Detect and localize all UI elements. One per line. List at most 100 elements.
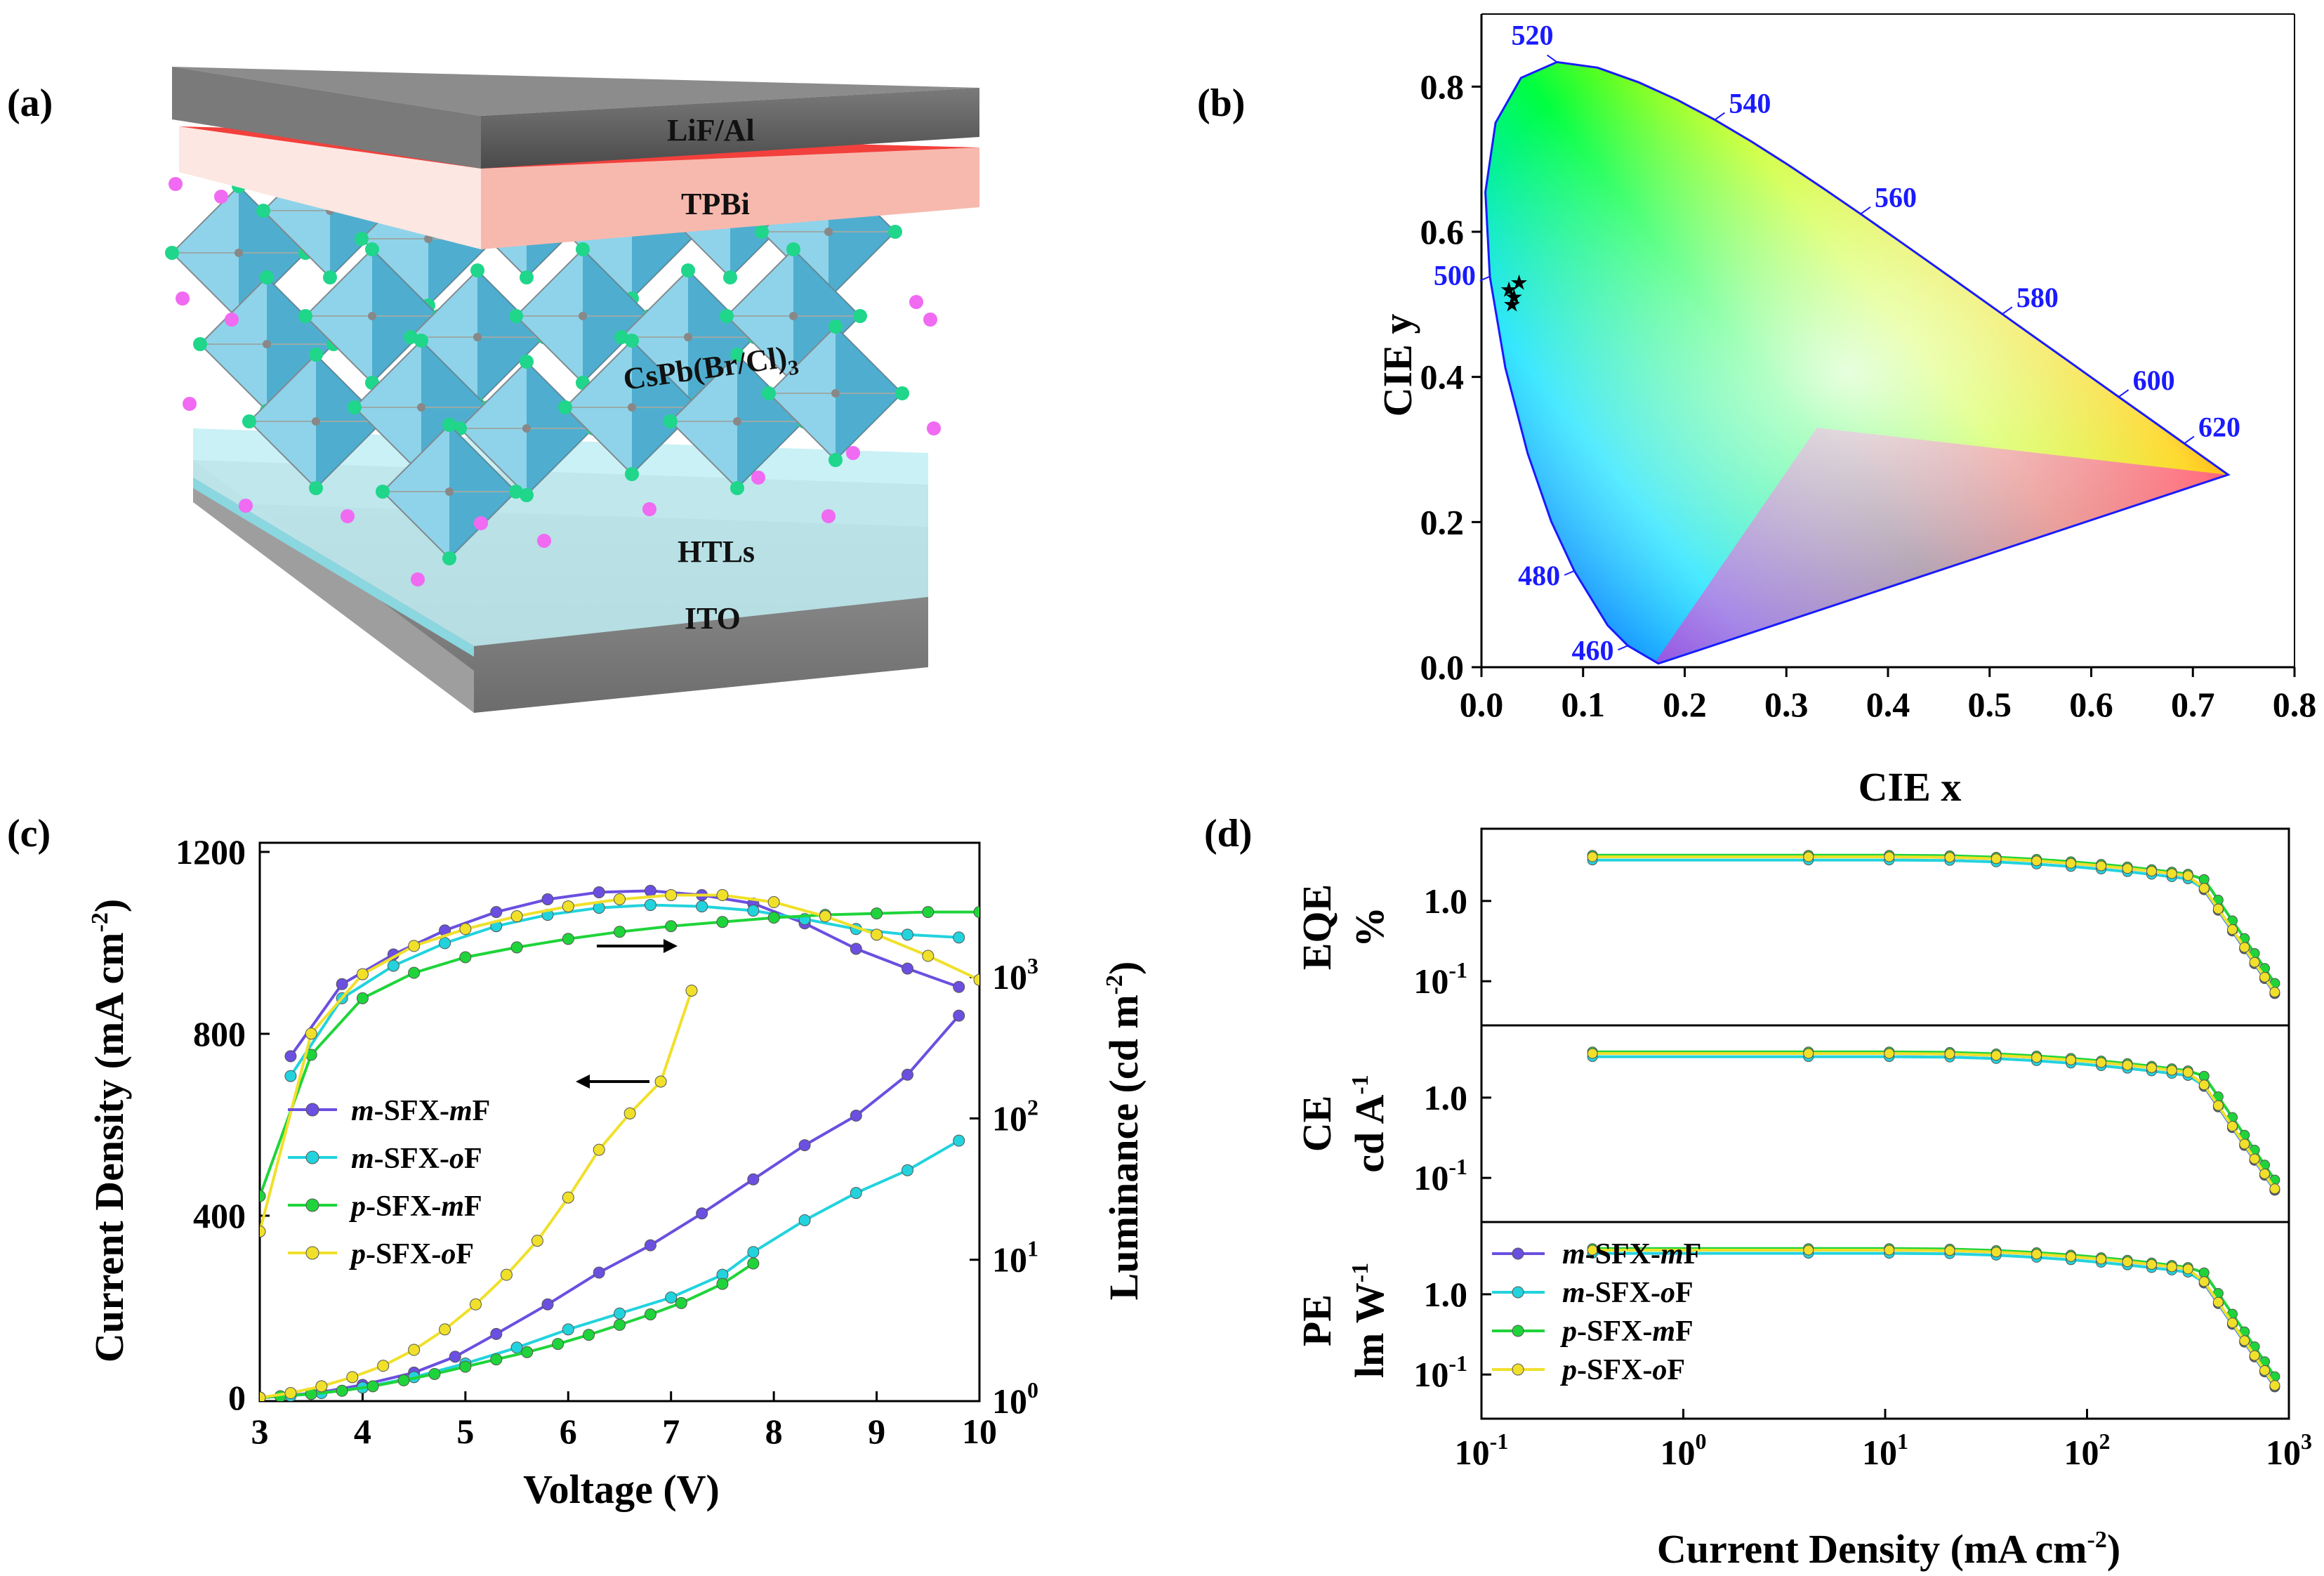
panel-a: (a) LiF/Al TPBi CsPb(Br/Cl)3 HTLs I <box>7 67 979 713</box>
d-point-1-3 <box>2269 1183 2280 1195</box>
halide-atom <box>853 309 867 323</box>
d-point-0-3 <box>2239 942 2250 953</box>
halide-atom <box>470 263 484 277</box>
cie-coordinate-point: ★ <box>1510 271 1529 294</box>
jv-point-2 <box>336 1384 348 1397</box>
jv-point-0 <box>541 1298 554 1311</box>
halide-atom <box>681 263 695 277</box>
wavelength-tick <box>1479 275 1491 282</box>
jv-point-2 <box>490 1353 503 1366</box>
cs-atom <box>183 397 197 411</box>
luminance-point-1 <box>284 1070 297 1082</box>
luminance-point-2 <box>973 906 979 919</box>
wavelength-label: 580 <box>2016 282 2059 313</box>
cie-x-tick-label: 0.3 <box>1764 685 1809 724</box>
luminance-point-3 <box>922 950 935 962</box>
jv-point-1 <box>798 1214 811 1226</box>
cs-atom <box>846 446 860 460</box>
jv-point-3 <box>562 1191 574 1204</box>
cie-white-glow <box>1485 62 2229 664</box>
d-point-2-3 <box>2166 1261 2177 1273</box>
luminance-point-3 <box>510 910 523 923</box>
c-left-axis-title: Current Density (mA cm-2) <box>86 899 132 1362</box>
jv-point-3 <box>439 1323 451 1336</box>
d-y-tick-label: 1.0 <box>1424 1275 1468 1314</box>
luminance-point-2 <box>716 916 729 928</box>
d-point-1-3 <box>2031 1052 2042 1063</box>
d-point-0-3 <box>2269 987 2280 998</box>
luminance-point-1 <box>644 899 656 912</box>
d-point-0-3 <box>1587 851 1598 862</box>
halide-atom <box>355 232 369 246</box>
halide-atom <box>786 242 800 256</box>
d-x-tick-label: 102 <box>2064 1429 2111 1472</box>
jv-point-1 <box>510 1341 523 1354</box>
pb-atom <box>831 389 840 398</box>
wavelength-tick <box>1546 54 1558 63</box>
jv-point-2 <box>552 1338 565 1351</box>
d-x-tick-label: 103 <box>2266 1429 2312 1472</box>
c-legend-marker <box>305 1246 319 1260</box>
jv-point-1 <box>562 1323 574 1336</box>
jv-point-3 <box>531 1235 543 1247</box>
c-right-tick-label: 100 <box>992 1377 1038 1421</box>
cs-atom <box>751 471 765 485</box>
d-x-axis-title: Current Density (mA cm-2) <box>1657 1526 2120 1572</box>
c-legend-marker <box>305 1198 319 1212</box>
d-subplot-unit-0: % <box>1347 907 1392 947</box>
halide-atom <box>520 355 534 369</box>
halide-atom <box>625 334 639 348</box>
wavelength-label: 520 <box>1512 19 1554 51</box>
halide-atom <box>260 270 274 284</box>
luminance-point-3 <box>356 968 369 980</box>
c-left-tick-label: 1200 <box>176 832 246 872</box>
jv-point-1 <box>665 1292 678 1304</box>
panel-b-label: (b) <box>1197 81 1245 125</box>
d-legend-label: p-SFX-oF <box>1560 1354 1685 1386</box>
d-point-2-3 <box>2259 1365 2270 1376</box>
luminance-point-2 <box>408 966 421 979</box>
jv-point-2 <box>716 1278 729 1290</box>
wavelength-tick <box>1564 570 1575 576</box>
spectral-locus <box>1484 60 2231 665</box>
jv-point-1 <box>902 1164 913 1176</box>
d-x-tick-label: 100 <box>1661 1429 1707 1472</box>
cie-gamut-fill <box>1485 62 2229 664</box>
arrow-head-right <box>663 939 678 953</box>
jv-point-3 <box>260 1391 266 1401</box>
luminance-point-0 <box>336 978 348 990</box>
jv-point-3 <box>408 1344 421 1356</box>
jv-point-0 <box>953 1009 965 1022</box>
cie-coordinate-point: ★ <box>1505 286 1524 309</box>
cie-coordinate-point: ★ <box>1503 293 1521 316</box>
d-point-1-3 <box>2212 1100 2224 1111</box>
halide-atom <box>663 414 678 428</box>
halide-atom <box>242 414 256 428</box>
d-y-tick-label: 1.0 <box>1424 1078 1468 1117</box>
c-left-tick-label: 400 <box>193 1196 246 1235</box>
luminance-point-2 <box>767 912 780 924</box>
halide-atom <box>348 400 362 414</box>
luminance-point-1 <box>747 905 760 917</box>
d-point-0-3 <box>2096 860 2107 872</box>
halide-atom <box>895 386 909 400</box>
jv-point-3 <box>623 1107 636 1119</box>
jv-point-1 <box>614 1307 626 1320</box>
luminance-line-1 <box>289 903 959 1077</box>
layer-label-htls: HTLs <box>678 534 755 569</box>
pb-atom <box>445 487 454 496</box>
d-point-0-3 <box>1803 851 1814 862</box>
htl-layer <box>193 428 928 657</box>
layer-label-lif-al: LiF/Al <box>667 113 755 147</box>
luminance-point-0 <box>953 980 965 993</box>
luminance-point-1 <box>902 928 913 941</box>
c-x-tick-label: 6 <box>560 1412 577 1451</box>
d-point-0-2 <box>2198 874 2210 885</box>
wavelength-label: 500 <box>1434 260 1476 291</box>
d-point-1-3 <box>1944 1049 1955 1060</box>
panel-c: (c) 3 4 5 6 7 8 9 1004008001200100101102103m-SF… <box>7 812 1147 1512</box>
cs-atom <box>225 313 239 327</box>
luminance-point-0 <box>644 884 656 897</box>
halide-atom <box>755 225 769 239</box>
